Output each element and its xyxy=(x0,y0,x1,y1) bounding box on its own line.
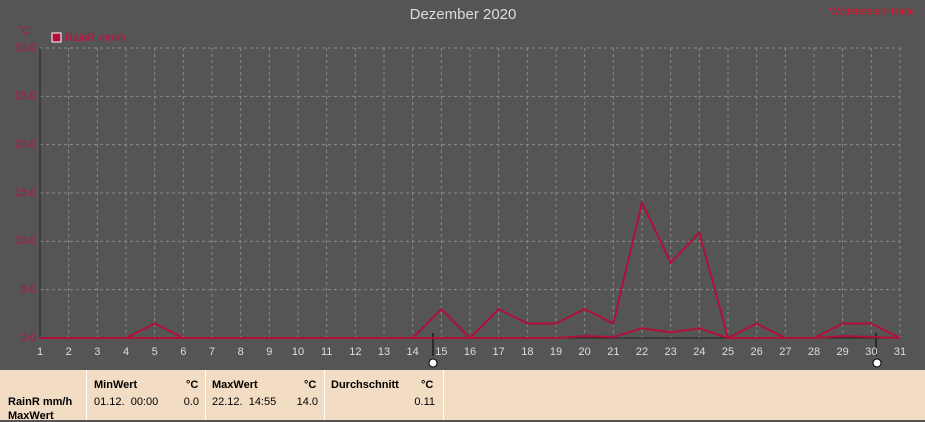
x-tick-label: 1 xyxy=(37,346,43,358)
x-tick-label: 7 xyxy=(209,346,215,358)
x-tick-label: 14 xyxy=(407,346,419,358)
x-tick-label: 23 xyxy=(665,346,677,358)
y-tick-label: 0.0 xyxy=(21,332,36,344)
header: MinWert xyxy=(94,379,138,391)
separator xyxy=(324,370,325,420)
y-tick-label: 5.0 xyxy=(21,284,36,296)
chart: Dezember 2020 Wetterstation Hatte °C Rai… xyxy=(15,6,916,368)
x-tick-label: 30 xyxy=(865,346,877,358)
cell: 22.12. 14:55 xyxy=(212,396,277,408)
separator xyxy=(86,370,87,420)
x-tick-label: 31 xyxy=(894,346,906,358)
row-label: MaxWert xyxy=(8,410,54,422)
marker xyxy=(428,358,438,368)
y-tick-label: 25.0 xyxy=(15,90,36,102)
x-tick-label: 25 xyxy=(722,346,734,358)
x-tick-label: 15 xyxy=(435,346,447,358)
x-tick-label: 13 xyxy=(378,346,390,358)
separator xyxy=(443,370,444,420)
cell: 14.0 xyxy=(296,396,318,408)
x-tick-label: 3 xyxy=(94,346,100,358)
x-tick-label: 21 xyxy=(607,346,619,358)
x-tick-label: 28 xyxy=(808,346,820,358)
x-tick-label: 18 xyxy=(521,346,533,358)
x-tick-label: 12 xyxy=(349,346,361,358)
header: °C xyxy=(304,379,317,391)
stats-table: MinWert °C MaxWert °C Durchschnitt °C Ra… xyxy=(0,370,925,422)
x-tick-label: 20 xyxy=(579,346,591,358)
x-tick-label: 27 xyxy=(779,346,791,358)
header: °C xyxy=(421,379,434,391)
x-tick-label: 16 xyxy=(464,346,476,358)
x-tick-label: 24 xyxy=(693,346,705,358)
y-unit: °C xyxy=(18,25,30,37)
y-tick-label: 20.0 xyxy=(15,139,36,151)
y-tick-label: 30.0 xyxy=(15,42,36,54)
x-tick-label: 10 xyxy=(292,346,304,358)
separator xyxy=(205,370,206,420)
x-tick-label: 17 xyxy=(493,346,505,358)
x-tick-label: 4 xyxy=(123,346,129,358)
x-tick-label: 19 xyxy=(550,346,562,358)
header: Durchschnitt xyxy=(331,379,399,391)
cell: 0.11 xyxy=(414,396,435,408)
header: MaxWert xyxy=(212,379,258,391)
row-label: RainR mm/h xyxy=(8,396,73,408)
station-label: Wetterstation Hatte xyxy=(830,7,916,18)
header: °C xyxy=(186,379,199,391)
x-tick-label: 22 xyxy=(636,346,648,358)
y-tick-label: 15.0 xyxy=(15,187,36,199)
x-tick-label: 26 xyxy=(751,346,763,358)
y-tick-label: 10.0 xyxy=(15,235,36,247)
legend-label: RainR mm/h xyxy=(65,32,126,44)
x-tick-label: 5 xyxy=(152,346,158,358)
x-tick-label: 8 xyxy=(238,346,244,358)
legend-swatch xyxy=(51,32,62,43)
marker xyxy=(872,358,882,368)
cell: 0.0 xyxy=(183,396,199,408)
series-line xyxy=(40,327,901,339)
x-tick-label: 29 xyxy=(837,346,849,358)
cell: 01.12. 00:00 xyxy=(94,396,159,408)
x-tick-label: 11 xyxy=(321,346,332,358)
x-tick-label: 2 xyxy=(66,346,72,358)
x-tick-label: 9 xyxy=(266,346,272,358)
x-tick-label: 6 xyxy=(180,346,186,358)
chart-title: Dezember 2020 xyxy=(410,6,517,23)
